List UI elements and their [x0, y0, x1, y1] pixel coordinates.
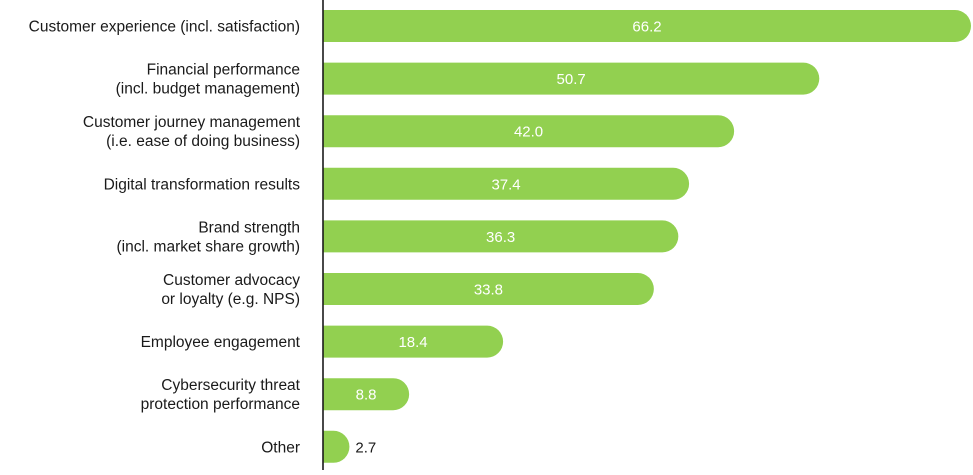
value-label-9: 2.7 [355, 439, 376, 456]
bar-4 [323, 167, 690, 200]
category-label-8: Cybersecurity threat protection performan… [141, 377, 301, 413]
bar-6 [323, 273, 654, 305]
bar-1 [323, 10, 971, 42]
bar-2 [323, 62, 820, 95]
category-label-line: (incl. market share growth) [117, 238, 300, 255]
category-label-line: Customer advocacy [163, 272, 300, 289]
category-label-line: Financial performance [147, 62, 300, 79]
category-labels-group: Customer experience (incl. satisfaction)… [29, 19, 301, 457]
category-label-line: (i.e. ease of doing business) [106, 133, 300, 150]
bar-5 [323, 220, 679, 253]
value-label-2: 50.7 [557, 71, 586, 88]
category-label-line: Other [261, 439, 300, 456]
category-label-line: Brand strength [198, 219, 300, 236]
bar-9 [323, 430, 350, 463]
value-label-1: 66.2 [632, 19, 661, 36]
value-label-7: 18.4 [398, 334, 427, 351]
category-label-line: Cybersecurity threat [161, 377, 300, 394]
category-label-5: Brand strength (incl. market share growth… [117, 219, 300, 255]
category-label-line: or loyalty (e.g. NPS) [161, 291, 300, 308]
category-label-7: Employee engagement [141, 334, 301, 351]
category-label-3: Customer journey management (i.e. ease of… [83, 114, 301, 150]
value-label-8: 8.8 [356, 387, 377, 404]
category-label-line: Customer journey management [83, 114, 301, 131]
value-label-6: 33.8 [474, 282, 503, 299]
category-label-line: Customer experience (incl. satisfaction) [29, 19, 300, 36]
category-label-line: Employee engagement [141, 334, 301, 351]
bars-group [323, 10, 971, 463]
value-labels-group: 66.2 50.7 42.0 37.4 36.3 33.8 18.4 8.8 2.7 [355, 19, 661, 457]
value-label-3: 42.0 [514, 124, 543, 141]
value-label-4: 37.4 [491, 176, 520, 193]
bar-3 [323, 115, 735, 148]
category-label-line: (incl. budget management) [116, 81, 300, 98]
category-label-line: protection performance [141, 396, 300, 413]
bar-7 [323, 325, 504, 358]
category-label-line: Digital transformation results [104, 176, 301, 193]
category-label-9: Other [261, 439, 300, 456]
category-label-1: Customer experience (incl. satisfaction) [29, 19, 300, 36]
category-label-2: Financial performance (incl. budget manag… [116, 62, 300, 98]
category-label-6: Customer advocacy or loyalty (e.g. NPS) [161, 272, 300, 308]
category-label-4: Digital transformation results [104, 176, 301, 193]
bar-8 [323, 378, 410, 411]
value-label-5: 36.3 [486, 229, 515, 246]
